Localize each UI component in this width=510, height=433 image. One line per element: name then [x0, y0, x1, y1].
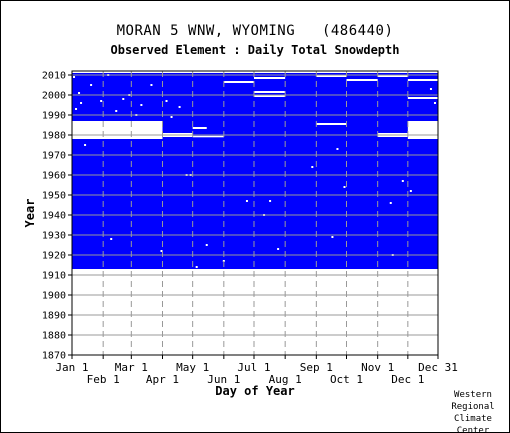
missing-period — [316, 75, 347, 77]
y-tick-label: 1970 — [42, 151, 66, 162]
missing-period — [407, 79, 438, 81]
missing-day — [429, 88, 432, 90]
y-tick-label: 2010 — [42, 71, 66, 82]
missing-period — [192, 135, 224, 138]
x-tick-label: Aug 1 — [269, 373, 302, 386]
y-axis-title: Year — [23, 199, 37, 228]
x-tick-label: Mar 1 — [115, 361, 148, 374]
missing-day — [331, 236, 334, 238]
missing-day — [343, 186, 346, 188]
y-tick-label: 1910 — [42, 271, 66, 282]
missing-day — [84, 144, 87, 146]
missing-day — [421, 128, 424, 130]
missing-period — [72, 121, 163, 139]
missing-period — [377, 75, 408, 77]
missing-day — [389, 202, 392, 204]
x-tick-label: May 1 — [176, 361, 209, 374]
y-tick-label: 1990 — [42, 111, 66, 122]
missing-day — [311, 166, 314, 168]
y-tick-label: 1930 — [42, 231, 66, 242]
y-tick-label: 1940 — [42, 211, 66, 222]
missing-period — [253, 77, 286, 79]
missing-day — [100, 100, 103, 102]
credit-line: Regional — [451, 402, 495, 412]
missing-day — [73, 76, 76, 78]
missing-day — [205, 244, 208, 246]
missing-day — [80, 102, 83, 104]
missing-day — [90, 84, 93, 86]
missing-period — [316, 123, 347, 125]
x-tick-label: Feb 1 — [87, 373, 120, 386]
x-tick-label: Dec 1 — [391, 373, 424, 386]
y-tick-label: 1960 — [42, 171, 66, 182]
missing-day — [433, 102, 436, 104]
credit-line: Center — [456, 426, 490, 433]
missing-period — [253, 91, 286, 93]
missing-day — [269, 200, 272, 202]
element-subtitle: Observed Element : Daily Total Snowdepth — [110, 43, 400, 57]
missing-day — [115, 110, 118, 112]
missing-day — [195, 266, 198, 268]
x-tick-label: Jul 1 — [237, 361, 270, 374]
y-tick-label: 1880 — [42, 331, 66, 342]
missing-day — [160, 250, 163, 252]
missing-period — [346, 79, 378, 81]
wrcc-credit: Western Regional Climate Center — [443, 389, 503, 433]
missing-period — [407, 97, 438, 99]
missing-period — [223, 81, 254, 83]
credit-line: Climate — [454, 414, 492, 424]
missing-day — [110, 238, 113, 240]
missing-day — [401, 180, 404, 182]
plot-border — [71, 70, 439, 356]
x-tick-label: Jun 1 — [207, 373, 240, 386]
missing-day — [245, 200, 248, 202]
y-tick-label: 1900 — [42, 291, 66, 302]
missing-day — [75, 108, 78, 110]
missing-day — [122, 98, 125, 100]
x-tick-label: Sep 1 — [300, 361, 333, 374]
missing-day — [165, 100, 168, 102]
x-axis-title: Day of Year — [215, 384, 294, 398]
missing-period — [253, 95, 286, 97]
x-tick-label: Apr 1 — [146, 373, 179, 386]
station-title: MORAN 5 WNW, WYOMING (486440) — [116, 23, 394, 39]
y-tick-label: 1980 — [42, 131, 66, 142]
credit-line: Western — [454, 390, 492, 400]
missing-day — [170, 116, 173, 118]
observed-data-block — [72, 73, 438, 269]
missing-period — [192, 127, 207, 129]
y-tick-label: 1890 — [42, 311, 66, 322]
missing-day — [409, 190, 412, 192]
x-tick-label: Dec 31 — [418, 361, 458, 374]
missing-day — [277, 248, 280, 250]
missing-day — [150, 84, 153, 86]
missing-day — [78, 92, 81, 94]
y-tick-label: 1950 — [42, 191, 66, 202]
x-tick-label: Nov 1 — [361, 361, 394, 374]
x-tick-label: Oct 1 — [330, 373, 363, 386]
missing-day — [178, 106, 181, 108]
missing-day — [140, 104, 143, 106]
missing-day — [336, 148, 339, 150]
y-tick-label: 2000 — [42, 91, 66, 102]
x-tick-label: Jan 1 — [55, 361, 88, 374]
y-tick-label: 1870 — [42, 351, 66, 362]
y-tick-label: 1920 — [42, 251, 66, 262]
